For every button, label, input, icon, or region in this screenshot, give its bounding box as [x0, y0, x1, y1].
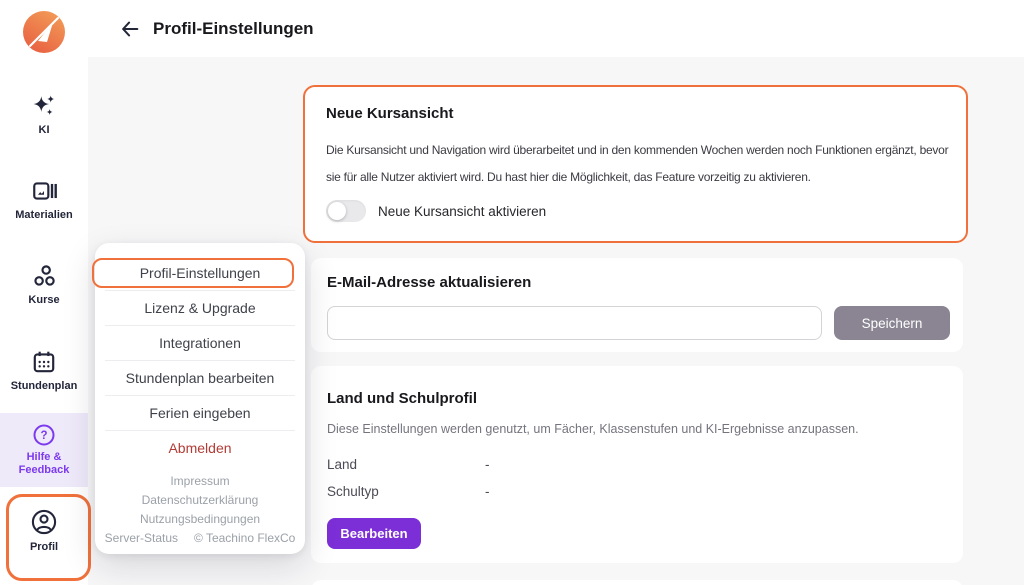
- sparkles-icon: [31, 93, 57, 119]
- field-row-schultyp: Schultyp -: [327, 484, 490, 499]
- materials-icon: [31, 178, 57, 204]
- profile-menu-popup: Profil-Einstellungen Lizenz & Upgrade In…: [92, 243, 305, 554]
- sidebar-item-label: Stundenplan: [10, 380, 78, 392]
- field-label: Schultyp: [327, 484, 379, 499]
- sidebar-item-hilfe-feedback[interactable]: ? Hilfe & Feedback: [0, 413, 88, 487]
- section-description: Diese Einstellungen werden genutzt, um F…: [327, 422, 859, 436]
- save-button[interactable]: Speichern: [834, 306, 950, 340]
- footer-link-server-status[interactable]: Server-Status: [104, 531, 178, 545]
- toggle-knob: [328, 202, 346, 220]
- footer-link-nutzungsbedingungen[interactable]: Nutzungsbedingungen: [139, 512, 261, 526]
- copyright-text: © Teachino FlexCo: [194, 531, 296, 545]
- back-button[interactable]: [118, 17, 142, 41]
- calendar-icon: [31, 349, 57, 375]
- email-update-card: E-Mail-Adresse aktualisieren Speichern: [311, 258, 963, 352]
- sidebar-item-materialien[interactable]: Materialien: [0, 178, 88, 222]
- edit-button[interactable]: Bearbeiten: [327, 518, 421, 549]
- field-value: -: [485, 484, 490, 499]
- app-logo-icon[interactable]: [22, 10, 66, 54]
- sidebar-item-label: KI: [38, 124, 50, 136]
- menu-item-stundenplan-bearbeiten[interactable]: Stundenplan bearbeiten: [105, 360, 295, 395]
- page-title: Profil-Einstellungen: [153, 19, 314, 38]
- section-title: Land und Schulprofil: [327, 390, 477, 407]
- section-title: Neue Kursansicht: [326, 105, 454, 122]
- page-header: Profil-Einstellungen: [88, 0, 1024, 57]
- menu-item-profil-einstellungen[interactable]: Profil-Einstellungen: [139, 264, 261, 281]
- section-title: E-Mail-Adresse aktualisieren: [327, 274, 532, 291]
- new-course-view-card: Neue Kursansicht Die Kursansicht und Nav…: [303, 85, 968, 243]
- field-value: -: [485, 457, 490, 472]
- field-row-land: Land -: [327, 457, 490, 472]
- arrow-left-icon: [119, 18, 141, 40]
- sidebar-item-label: Hilfe & Feedback: [18, 451, 70, 476]
- sidebar-item-profil[interactable]: Profil: [0, 508, 88, 554]
- help-icon: ?: [32, 423, 56, 447]
- sidebar-item-label: Kurse: [28, 294, 60, 306]
- school-profile-card: Land und Schulprofil Diese Einstellungen…: [311, 366, 963, 563]
- footer-link-datenschutz[interactable]: Datenschutzerklärung: [141, 493, 259, 507]
- sidebar: KI Materialien Kurse: [0, 0, 88, 585]
- courses-icon: [31, 263, 57, 289]
- footer-link-impressum[interactable]: Impressum: [170, 474, 230, 488]
- popup-footer: Impressum Datenschutzerklärung Nutzungsb…: [95, 474, 305, 545]
- new-course-view-toggle[interactable]: [326, 200, 366, 222]
- sidebar-item-kurse[interactable]: Kurse: [0, 263, 88, 307]
- sidebar-item-label: Materialien: [15, 209, 73, 221]
- sidebar-item-stundenplan[interactable]: Stundenplan: [0, 349, 88, 393]
- sidebar-item-ki[interactable]: KI: [0, 93, 88, 137]
- sidebar-item-label: Profil: [29, 541, 59, 553]
- menu-item-abmelden[interactable]: Abmelden: [105, 430, 295, 465]
- profile-icon: [30, 508, 58, 536]
- svg-text:?: ?: [40, 430, 47, 442]
- email-input[interactable]: [327, 306, 822, 340]
- menu-item-ferien-eingeben[interactable]: Ferien eingeben: [105, 395, 295, 430]
- menu-item-lizenz-upgrade[interactable]: Lizenz & Upgrade: [105, 290, 295, 325]
- field-label: Land: [327, 457, 358, 472]
- toggle-label: Neue Kursansicht aktivieren: [378, 203, 547, 219]
- next-card-partial: [311, 580, 963, 585]
- toggle-row: Neue Kursansicht aktivieren: [326, 200, 546, 222]
- section-description: Die Kursansicht und Navigation wird über…: [326, 143, 949, 184]
- menu-item-integrationen[interactable]: Integrationen: [105, 325, 295, 360]
